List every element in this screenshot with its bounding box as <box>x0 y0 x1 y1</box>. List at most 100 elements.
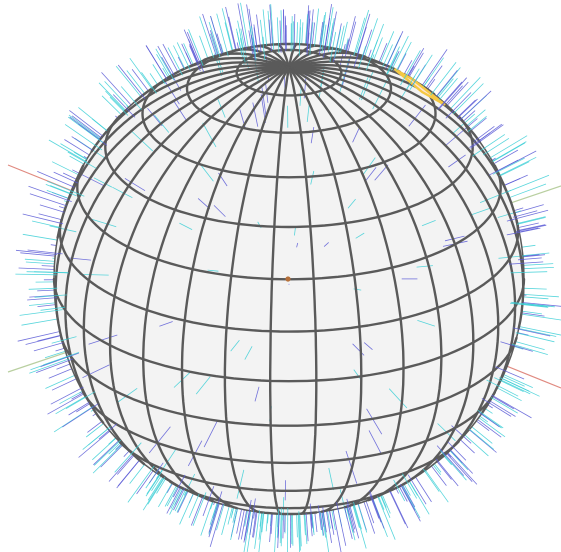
normal-line <box>522 287 547 290</box>
normal-line <box>269 510 273 543</box>
normal-line <box>283 9 285 45</box>
normal-line <box>478 417 506 438</box>
normal-line <box>240 2 249 49</box>
normal-line <box>240 509 248 540</box>
normal-line <box>69 110 104 137</box>
normal-line <box>236 469 245 499</box>
longitude-line <box>223 66 291 514</box>
normal-line <box>468 428 495 450</box>
normal-line <box>401 473 418 499</box>
normal-line <box>202 486 215 517</box>
normal-line <box>370 23 384 60</box>
longitude-line <box>142 66 291 503</box>
normal-line <box>202 122 217 148</box>
normal-line <box>117 387 138 403</box>
normal-line <box>28 287 58 290</box>
normal-line <box>20 252 56 257</box>
normal-line <box>176 490 188 513</box>
normal-line <box>85 421 106 438</box>
normal-line <box>305 513 309 542</box>
normal-line <box>490 397 518 414</box>
normal-line <box>88 217 117 228</box>
normal-line <box>55 395 88 415</box>
normal-line <box>382 44 393 68</box>
normal-line <box>48 139 88 163</box>
normal-line <box>496 150 537 173</box>
normal-line <box>296 242 299 248</box>
normal-line <box>50 386 84 405</box>
normal-line <box>47 393 85 415</box>
normal-line <box>353 501 362 530</box>
normal-line <box>305 10 310 48</box>
normal-line <box>470 124 504 149</box>
normal-line <box>457 98 478 119</box>
normal-line <box>188 29 204 66</box>
normal-line <box>274 513 277 552</box>
normal-line <box>358 45 367 69</box>
normal-line <box>124 178 146 192</box>
normal-line <box>252 102 259 127</box>
normal-line <box>15 273 57 276</box>
normal-line <box>326 7 334 48</box>
normal-line <box>93 440 119 466</box>
normal-line <box>346 504 355 533</box>
normal-line <box>213 205 226 217</box>
normal-line <box>268 19 272 52</box>
normal-line <box>186 31 205 73</box>
normal-line <box>445 450 478 485</box>
normal-line <box>68 402 90 416</box>
normal-line <box>377 496 396 540</box>
normal-line <box>221 503 231 536</box>
normal-line <box>373 37 383 61</box>
normal-line <box>243 510 252 552</box>
normal-line <box>470 207 491 216</box>
normal-line <box>459 90 492 121</box>
normal-line <box>322 507 327 533</box>
normal-line <box>174 488 187 512</box>
normal-line <box>366 408 383 435</box>
normal-line <box>158 482 173 508</box>
normal-line <box>208 21 221 58</box>
normal-line <box>161 56 182 91</box>
normal-line <box>352 343 365 356</box>
normal-line <box>388 388 408 409</box>
selected-face-quad[interactable] <box>394 68 446 106</box>
normal-line <box>53 406 94 433</box>
normal-line <box>28 185 72 202</box>
normal-line <box>436 78 454 100</box>
normal-line <box>319 511 324 536</box>
longitude-line <box>108 66 291 491</box>
normal-line <box>105 90 126 112</box>
normal-line <box>32 220 61 228</box>
normal-line <box>228 16 238 52</box>
normal-line <box>489 400 516 417</box>
selected-face[interactable] <box>394 68 446 106</box>
longitude-line <box>90 64 291 153</box>
normal-line <box>145 45 167 80</box>
normal-line <box>53 171 78 184</box>
normal-line <box>408 52 424 79</box>
normal-line <box>352 127 360 143</box>
normal-line <box>209 503 224 548</box>
normal-line <box>82 364 110 379</box>
normal-line <box>502 375 525 387</box>
normal-line <box>518 257 542 261</box>
normal-line <box>477 409 504 429</box>
normal-line <box>447 441 467 461</box>
normal-line <box>72 169 105 187</box>
normal-line <box>320 511 324 536</box>
longitude-line <box>287 43 299 69</box>
normal-line <box>436 67 461 98</box>
normal-line <box>353 504 367 549</box>
normal-line <box>322 511 330 552</box>
normal-line <box>512 210 538 218</box>
normal-line <box>310 127 315 144</box>
normal-line <box>401 483 416 508</box>
normal-line <box>188 39 200 64</box>
normal-line <box>49 225 77 233</box>
normal-line <box>488 141 527 164</box>
normal-line <box>386 46 400 75</box>
normal-line <box>252 511 257 538</box>
normal-line <box>78 107 108 131</box>
